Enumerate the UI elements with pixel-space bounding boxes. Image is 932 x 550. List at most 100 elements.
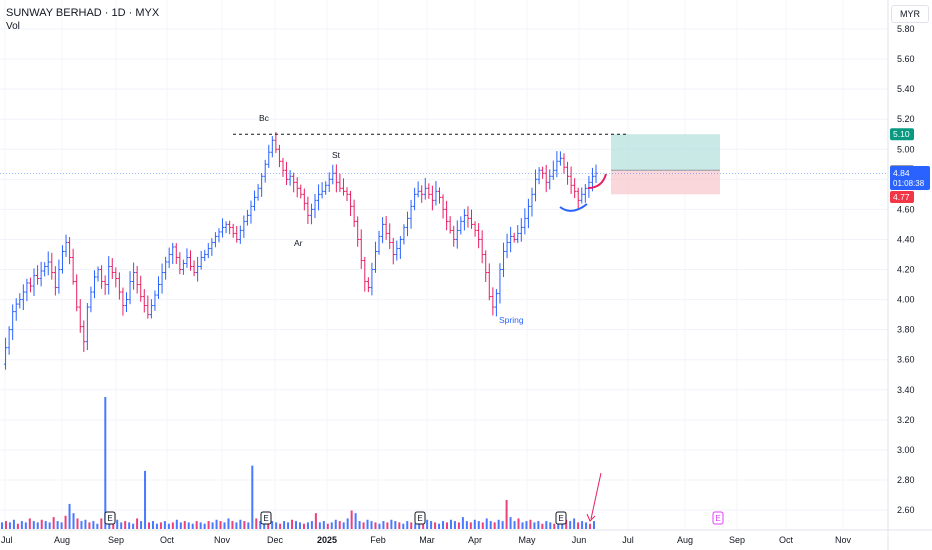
volume-bar <box>569 521 572 529</box>
volume-bar <box>263 522 266 529</box>
volume-bar <box>24 522 27 529</box>
volume-bar <box>370 521 373 529</box>
volume-bar <box>501 521 504 529</box>
volume-bar <box>243 521 246 529</box>
earnings-marker[interactable]: E <box>260 511 272 525</box>
volume-bar <box>271 521 274 529</box>
volume-bar <box>175 519 178 529</box>
earnings-marker[interactable]: E <box>712 511 724 525</box>
time-tick-label: Mar <box>419 535 435 545</box>
time-tick-label: Aug <box>54 535 70 545</box>
time-tick-label: May <box>518 535 536 545</box>
volume-bar <box>195 521 198 529</box>
volume-bar <box>322 521 325 529</box>
volume-bar <box>338 521 341 529</box>
volume-bar <box>541 523 544 529</box>
volume-bar <box>112 522 115 529</box>
annotation-label: St <box>332 150 341 160</box>
volume-bar <box>481 522 484 529</box>
volume-bar <box>219 521 222 529</box>
volume-bar <box>144 470 147 529</box>
stop-zone <box>611 170 720 195</box>
currency-button[interactable]: MYR <box>891 5 929 23</box>
volume-bar <box>104 397 107 529</box>
volume-bar <box>489 521 492 529</box>
volume-bar <box>291 519 294 529</box>
arrow-head-icon <box>586 513 596 522</box>
volume-bar <box>235 522 238 529</box>
volume-bar <box>88 522 91 529</box>
time-tick-label: Oct <box>160 535 175 545</box>
volume-bar <box>259 521 262 529</box>
chart-title: SUNWAY BERHAD · 1D · MYX <box>6 7 160 19</box>
annotation-label: Spring <box>499 315 524 325</box>
volume-bar <box>390 519 393 529</box>
volume-bar <box>64 515 67 529</box>
price-tick-label: 5.40 <box>897 84 915 94</box>
volume-bar <box>310 521 313 529</box>
earnings-marker[interactable]: E <box>104 511 116 525</box>
volume-bar <box>4 521 7 529</box>
volume-bar <box>406 521 409 529</box>
volume-bar <box>128 522 131 529</box>
volume-bar <box>457 522 460 529</box>
volume-bar <box>207 521 210 529</box>
earnings-marker[interactable]: E <box>414 511 426 525</box>
volume-bar <box>199 522 202 529</box>
arrow-line <box>590 472 602 520</box>
volume-bar <box>509 517 512 529</box>
earnings-marker[interactable]: E <box>555 511 567 525</box>
volume-bar <box>358 521 361 529</box>
earnings-marker-label: E <box>715 514 720 523</box>
volume-bar <box>108 521 111 529</box>
price-axis[interactable]: 5.805.605.405.205.004.804.604.404.204.00… <box>887 0 930 550</box>
volume-bar <box>255 518 258 529</box>
volume-bar <box>179 522 182 529</box>
volume-bar <box>52 517 55 529</box>
volume-bar <box>155 523 158 529</box>
volume-bar <box>497 519 500 529</box>
volume-indicator-label[interactable]: Vol <box>6 21 20 32</box>
target-price-label: 5.10 <box>893 129 910 139</box>
volume-bar <box>374 522 377 529</box>
time-axis[interactable]: Jul Aug Sep Oct Nov Dec 2025 Feb Mar Apr May Jun Jul… <box>0 529 932 545</box>
volume-bar <box>211 522 214 529</box>
earnings-marker-box <box>712 511 724 525</box>
volume-bar <box>171 522 174 529</box>
annotation-label: Bc <box>259 113 270 123</box>
volume-bar <box>577 522 580 529</box>
price-tick-label: 5.60 <box>897 54 915 64</box>
price-tick-label: 3.00 <box>897 445 915 455</box>
volume-bar <box>449 519 452 529</box>
volume-bar <box>80 521 83 529</box>
volume-bar <box>350 510 353 529</box>
volume-bar <box>36 522 39 529</box>
volume-bar <box>366 519 369 529</box>
volume-bar <box>469 522 472 529</box>
volume-bar <box>302 523 305 529</box>
volume-bar <box>533 522 536 529</box>
volume-bar <box>60 522 63 529</box>
volume-bar <box>247 522 250 529</box>
volume-bar <box>521 522 524 529</box>
volume-bar <box>473 519 476 529</box>
volume-bar <box>44 521 47 529</box>
price-tick-label: 3.80 <box>897 325 915 335</box>
time-tick-label: Sep <box>108 535 124 545</box>
volume-bar <box>251 465 254 529</box>
time-tick-label: Nov <box>214 535 231 545</box>
volume-bar <box>203 523 206 529</box>
earnings-marker-box <box>260 511 272 525</box>
volume-bar <box>438 523 441 529</box>
price-tick-label: 5.00 <box>897 144 915 154</box>
volume-bar <box>318 522 321 529</box>
volume-bar <box>485 518 488 529</box>
price-tick-label: 3.60 <box>897 355 915 365</box>
earnings-marker-box <box>414 511 426 525</box>
price-tick-label: 4.60 <box>897 204 915 214</box>
volume-bar <box>187 522 190 529</box>
volume-bars <box>1 397 595 529</box>
time-tick-label: Sep <box>729 535 745 545</box>
volume-bar <box>346 518 349 529</box>
